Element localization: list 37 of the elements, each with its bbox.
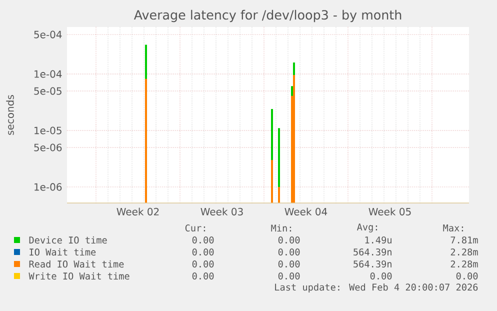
text: Last update: Wed Feb 4 20:00:07 2026 (275, 283, 478, 293)
y-tick-label: 1e-06 (34, 183, 62, 191)
y-tick-label: 1e-04 (34, 70, 62, 78)
text: 2.28m (450, 248, 478, 256)
y-tick-label: 5e-04 (34, 30, 62, 38)
y-axis-title: seconds (6, 95, 14, 135)
text: 0.00 (370, 272, 392, 280)
text: Min: (271, 224, 292, 232)
text: 0.00 (192, 260, 214, 268)
text: 0.00 (278, 236, 300, 244)
text: 0.00 (278, 260, 300, 268)
text: Max: (443, 224, 464, 232)
legend-label: Read IO Wait time (29, 260, 124, 268)
text: Avg: (356, 224, 378, 232)
text: Cur: (185, 224, 206, 232)
text: 0.00 (192, 248, 214, 256)
y-tick-label: 5e-05 (34, 87, 62, 95)
y-tick-label: 5e-06 (34, 144, 62, 152)
text: 564.39n (354, 260, 392, 268)
y-tick-label: 1e-05 (34, 126, 62, 134)
text: 0.00 (456, 272, 478, 280)
legend-label: Device IO time (29, 236, 107, 244)
x-tick-label: Week 05 (368, 208, 411, 216)
chart-title: Average latency for /dev/loop3 - by month (134, 10, 402, 22)
x-tick-label: Week 02 (116, 208, 159, 216)
text: 2.28m (450, 260, 478, 268)
text: 0.00 (278, 272, 300, 280)
x-tick-label: Week 03 (200, 208, 243, 216)
text: 564.39n (354, 248, 392, 256)
text: 1.49u (365, 236, 392, 244)
text: 0.00 (192, 236, 214, 244)
legend-label: IO Wait time (30, 248, 96, 256)
text: 7.81m (450, 236, 478, 244)
x-tick-label: Week 04 (284, 208, 328, 216)
text: 0.00 (278, 248, 300, 256)
legend-label: Write IO Wait time (28, 272, 130, 280)
text: 0.00 (192, 272, 214, 280)
